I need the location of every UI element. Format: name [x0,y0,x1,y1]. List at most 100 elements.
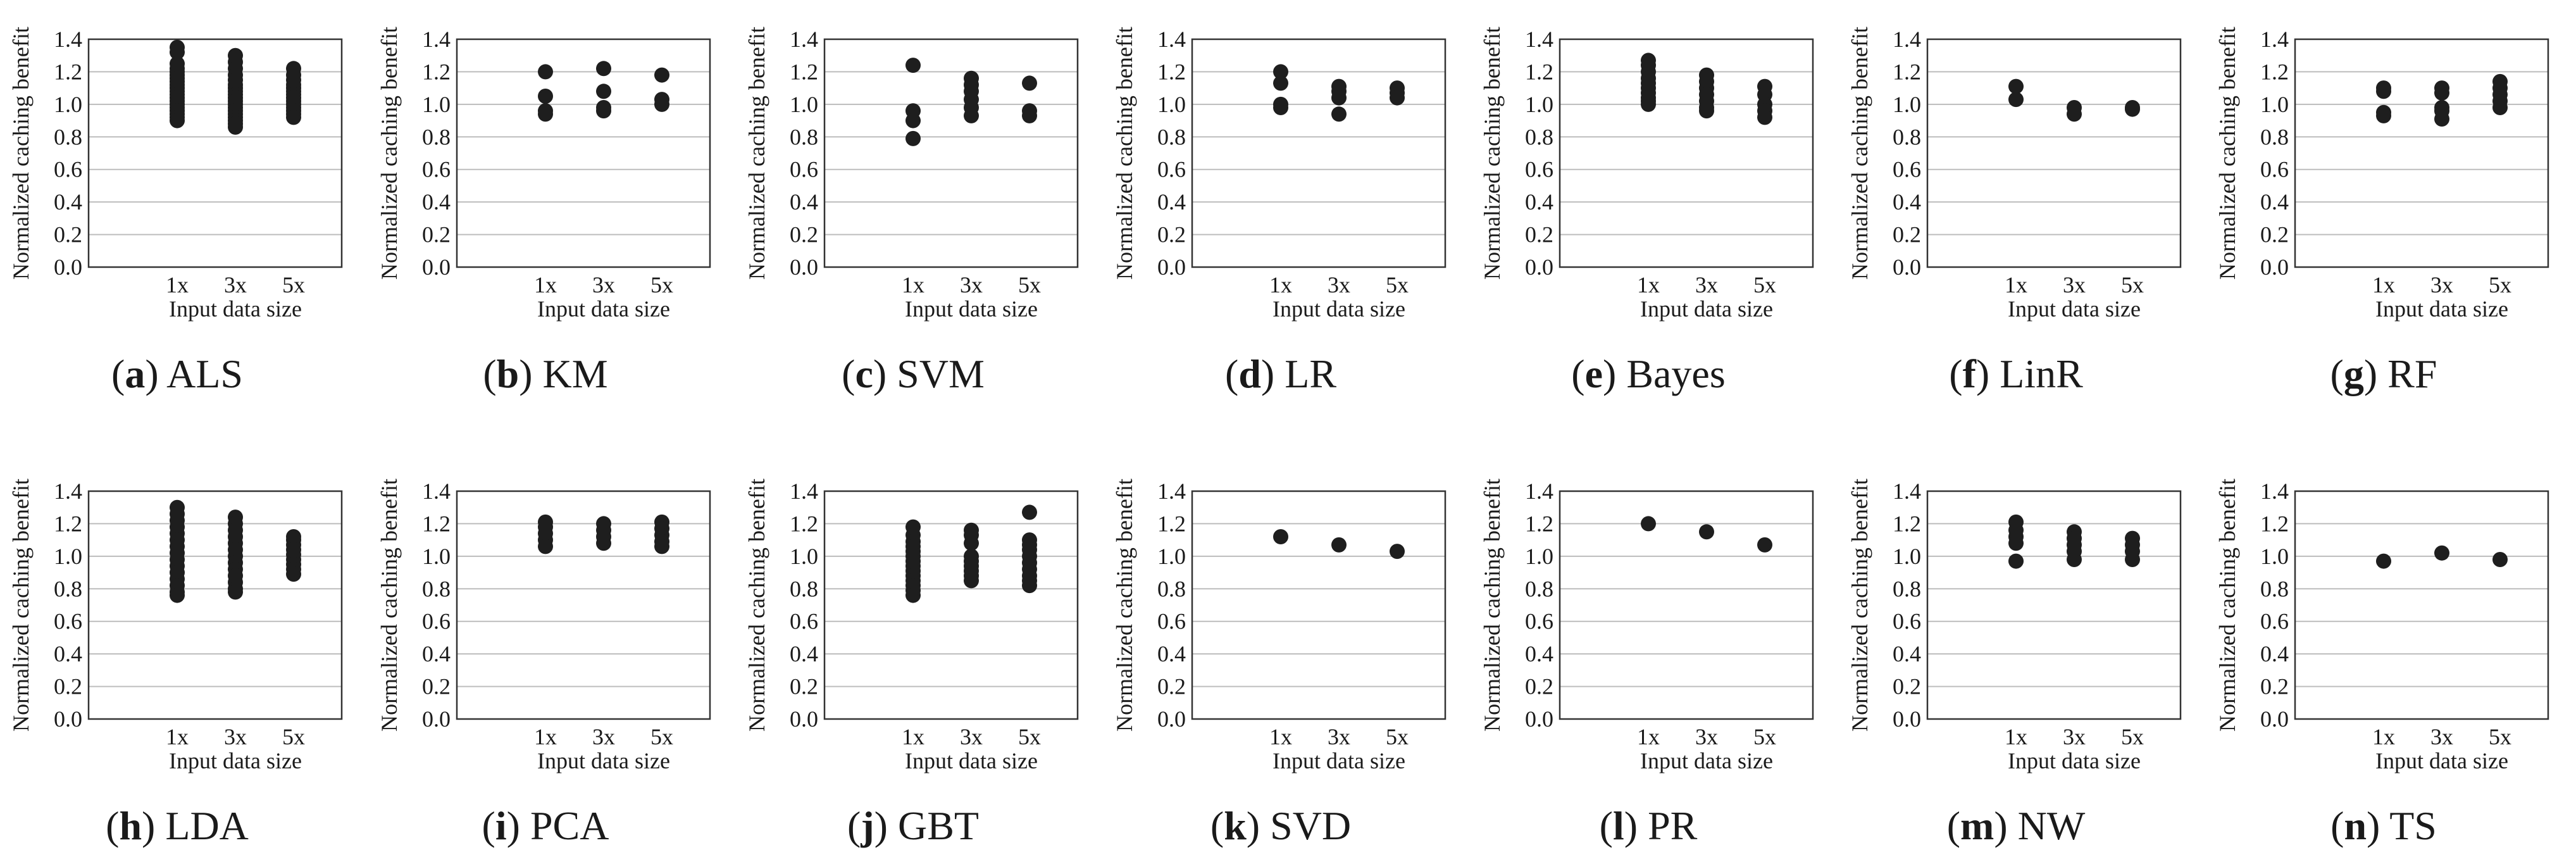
plot-frame [456,490,711,720]
x-axis-label: Input data size [169,748,302,773]
x-tick-label: 3x [2430,272,2453,297]
y-axis-label: Normalized caching benefit [1847,479,1872,732]
y-tick-label: 0.6 [1525,609,1553,634]
caption-paren: ( [1210,803,1224,848]
plot-frame [1559,38,1814,268]
subplot-caption: (m) NW [1947,803,2086,848]
x-tick-label: 1x [1637,724,1660,749]
y-tick-label: 0.4 [790,641,818,666]
caption-paren: ) [142,803,165,848]
x-tick-label: 5x [282,724,305,749]
y-tick-label: 0.0 [1525,254,1553,280]
y-tick-label: 1.0 [1525,544,1553,569]
y-tick-label: 0.6 [1525,157,1553,182]
caption-paren: ) [519,351,542,396]
data-point [228,584,243,600]
y-tick-label: 0.6 [1157,609,1186,634]
y-tick-label: 1.0 [1157,544,1186,569]
caption-letter: h [119,803,142,848]
y-tick-label: 0.4 [1525,641,1553,666]
y-tick-label: 0.2 [1157,222,1186,247]
data-point [596,103,611,119]
y-tick-label: 0.2 [1893,222,1921,247]
y-tick-label: 1.4 [790,479,818,504]
data-point [1022,108,1037,123]
y-tick-label: 1.4 [422,479,451,504]
x-tick-label: 5x [1386,272,1409,297]
caption-paren: ) [1261,351,1285,396]
data-point [1331,106,1347,122]
x-tick-label: 3x [1328,272,1350,297]
plot-frame [1926,38,2182,268]
y-tick-label: 0.4 [790,189,818,215]
x-axis-label: Input data size [2008,748,2141,773]
data-point [2376,553,2391,569]
caption-name: NW [2018,803,2086,848]
y-tick-label: 0.6 [422,157,451,182]
y-tick-label: 1.2 [1157,511,1186,536]
y-tick-label: 0.6 [1893,157,1921,182]
caption-name: PCA [530,803,609,848]
data-point [228,119,243,135]
subplot-caption: (a) ALS [111,351,243,396]
caption-letter: a [125,351,145,396]
caption-letter: m [1960,803,1994,848]
y-axis-label: Normalized caching benefit [1112,27,1137,280]
y-tick-label: 0.4 [1525,189,1553,215]
data-point [905,130,921,146]
y-tick-label: 0.8 [1893,576,1921,601]
y-tick-label: 1.2 [422,59,451,84]
x-axis-label: Input data size [1640,296,1773,322]
y-tick-label: 0.2 [1525,222,1553,247]
y-tick-label: 1.0 [422,544,451,569]
y-tick-label: 1.4 [1157,479,1186,504]
caption-letter: b [497,351,520,396]
y-tick-label: 1.2 [1893,511,1921,536]
y-tick-label: 0.8 [54,576,82,601]
y-tick-label: 0.8 [790,576,818,601]
subplot-caption: (e) Bayes [1571,351,1725,396]
x-axis-label: Input data size [1640,748,1773,773]
data-point [2434,85,2449,101]
x-tick-label: 3x [592,724,615,749]
caption-paren: ( [483,351,496,396]
subplot-caption: (c) SVM [842,351,985,396]
data-point [596,61,611,77]
x-tick-label: 1x [2005,724,2027,749]
plot-frame [87,490,343,720]
y-tick-label: 1.0 [2260,92,2289,117]
caption-paren: ( [847,803,861,848]
y-tick-label: 0.6 [54,609,82,634]
data-point [1699,103,1714,119]
x-tick-label: 5x [650,272,673,297]
y-tick-label: 0.2 [790,674,818,699]
x-tick-label: 3x [1328,724,1350,749]
y-tick-label: 0.0 [422,706,451,732]
y-tick-label: 1.4 [1893,479,1921,504]
x-tick-label: 5x [1018,272,1041,297]
data-point [1699,524,1714,540]
caption-paren: ( [482,803,495,848]
y-tick-label: 0.0 [1525,706,1553,732]
y-tick-label: 1.0 [1157,92,1186,117]
x-tick-label: 5x [1753,724,1776,749]
y-tick-label: 1.0 [790,92,818,117]
data-point [2008,535,2024,551]
y-tick-label: 0.0 [790,254,818,280]
x-tick-label: 5x [282,272,305,297]
data-point [2067,552,2082,567]
x-tick-label: 3x [1695,272,1718,297]
y-tick-label: 0.6 [54,157,82,182]
y-tick-label: 1.4 [54,479,82,504]
x-axis-label: Input data size [537,296,670,322]
x-tick-label: 3x [960,272,983,297]
data-point [2125,101,2140,117]
x-tick-label: 5x [2121,724,2144,749]
y-axis-label: Normalized caching benefit [2215,479,2240,732]
y-tick-label: 0.4 [54,189,82,215]
y-tick-label: 0.8 [422,576,451,601]
